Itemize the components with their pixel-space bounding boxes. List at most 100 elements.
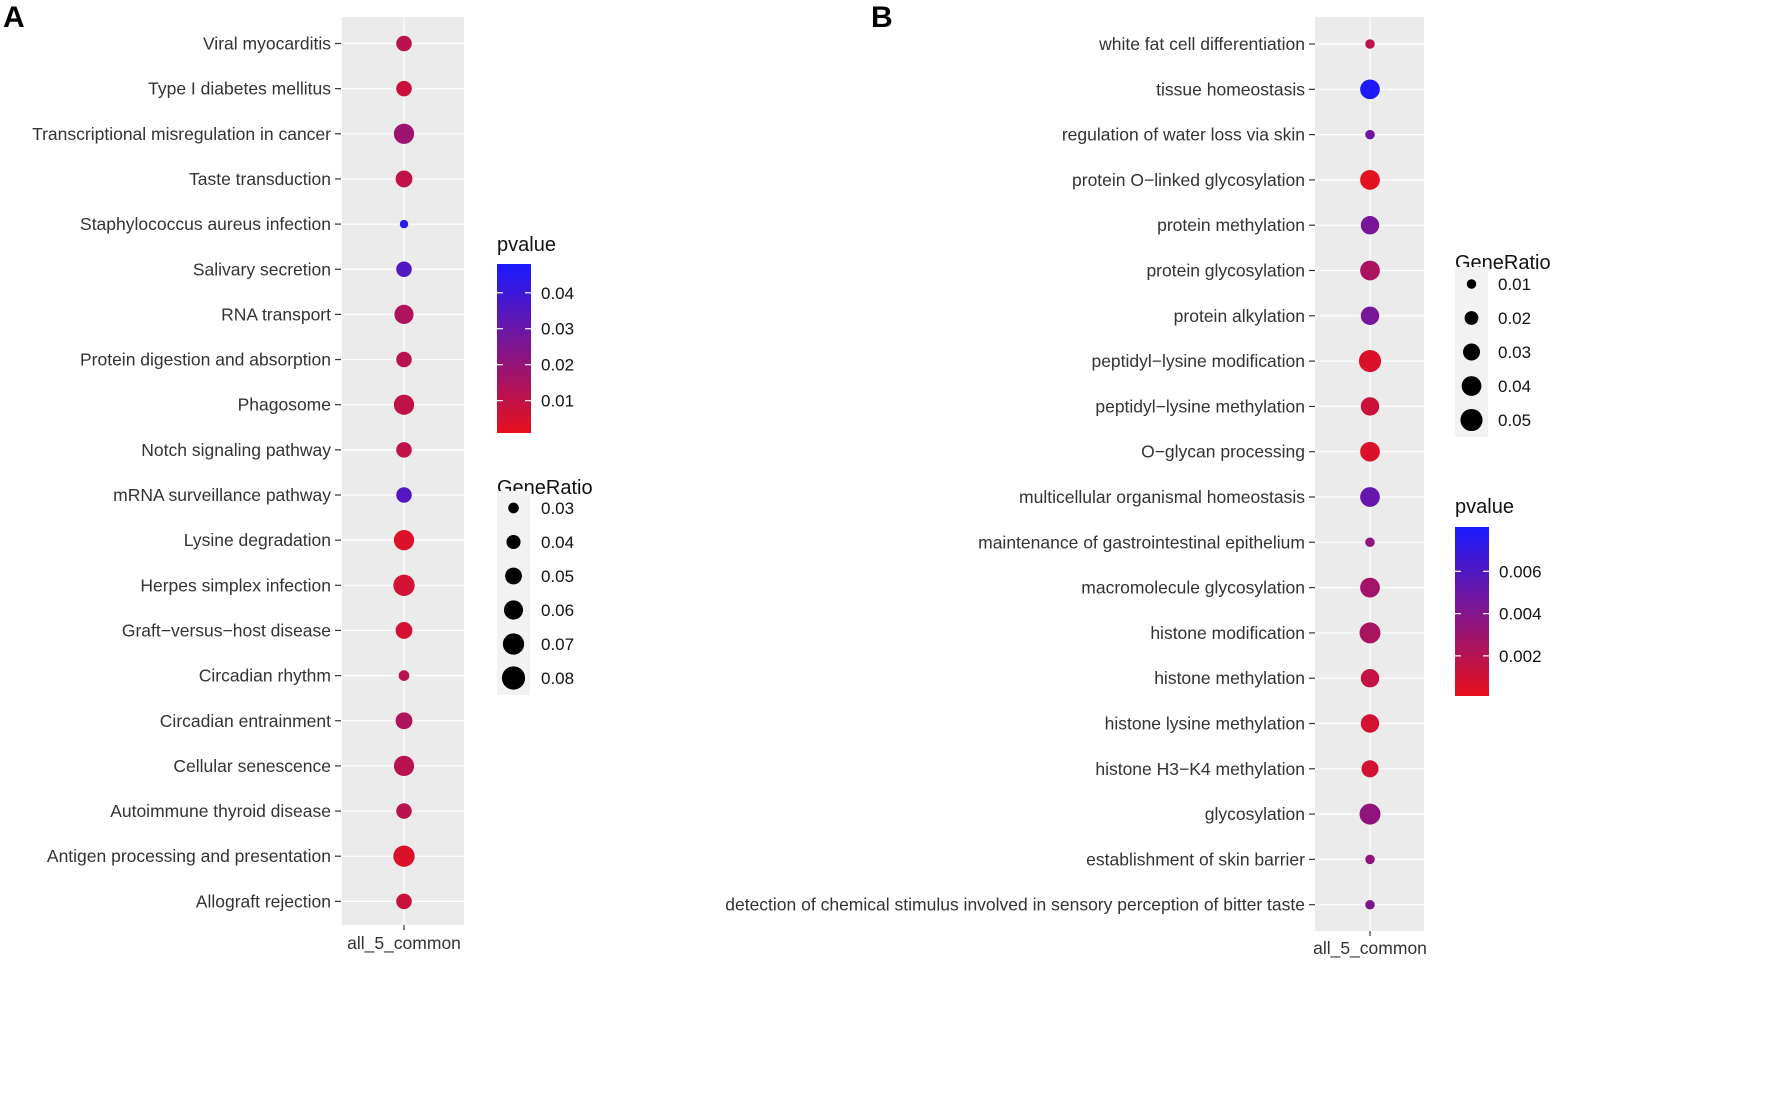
panel-a-point xyxy=(395,712,413,730)
panel-a-point xyxy=(395,170,413,188)
panel-b-term-label: tissue homeostasis xyxy=(1156,79,1305,99)
panel-b-point xyxy=(1360,260,1380,281)
panel-a-point xyxy=(395,622,413,639)
panel-a-colorbar-label: 0.02 xyxy=(541,356,574,375)
panel-b-x-tick-label: all_5_common xyxy=(1313,938,1427,959)
panel-a-point xyxy=(398,670,410,681)
panel-a-size-key-dot xyxy=(501,666,526,690)
panel-a-term-label: Cellular senescence xyxy=(173,756,331,776)
panel-a-point xyxy=(393,755,415,777)
panel-b-point xyxy=(1365,854,1375,865)
panel-b-point xyxy=(1359,803,1381,825)
panel-a-colorbar-label: 0.01 xyxy=(541,392,574,411)
panel-b-size-key-label: 0.03 xyxy=(1498,343,1531,362)
panel-a-term-label: Salivary secretion xyxy=(193,259,331,279)
panel-b: B white fat cell differentiation tissue h… xyxy=(725,1,1550,959)
panel-b-size-key-dot xyxy=(1462,343,1481,361)
panel-a-point xyxy=(393,530,415,551)
panel-b-point xyxy=(1360,397,1380,416)
panel-a-pvalue-colorbar xyxy=(497,264,531,433)
panel-a-point xyxy=(393,123,415,144)
panel-a-point xyxy=(399,219,409,229)
panel-b-label: B xyxy=(871,1,893,34)
panel-b-term-label: protein glycosylation xyxy=(1146,261,1305,281)
panel-b-term-label: multicellular organismal homeostasis xyxy=(1019,487,1305,507)
panel-b-term-label: O−glycan processing xyxy=(1141,442,1305,462)
panel-b-point xyxy=(1360,714,1380,733)
panel-b-term-label: macromolecule glycosylation xyxy=(1081,578,1305,598)
panel-a-size-key-dot xyxy=(502,633,525,655)
panel-b-term-label: histone H3−K4 methylation xyxy=(1095,759,1305,779)
panel-b-term-label: regulation of water loss via skin xyxy=(1062,125,1305,145)
panel-b-point xyxy=(1360,577,1380,598)
panel-b-size-key-dot xyxy=(1464,311,1479,325)
panel-a-term-label: Antigen processing and presentation xyxy=(47,846,331,866)
panel-b-point xyxy=(1360,79,1380,100)
panel-b-size-key-dot xyxy=(1461,376,1482,396)
panel-b-term-label: histone methylation xyxy=(1154,668,1305,688)
panel-a-colorbar-label: 0.03 xyxy=(541,320,574,339)
panel-b-term-label: establishment of skin barrier xyxy=(1086,849,1305,869)
panel-b-point xyxy=(1360,487,1380,507)
panel-a-point xyxy=(393,394,415,415)
panel-b-term-label: histone modification xyxy=(1150,623,1305,643)
panel-b-point xyxy=(1360,170,1380,190)
panel-a-term-label: Autoimmune thyroid disease xyxy=(110,801,331,821)
panel-b-point xyxy=(1360,668,1380,688)
panel-a-point xyxy=(396,893,412,910)
panel-a-term-label: Taste transduction xyxy=(189,169,331,189)
panel-a-term-label: Graft−versus−host disease xyxy=(122,620,331,640)
panel-b-point xyxy=(1358,350,1382,373)
panel-b-size-key-label: 0.02 xyxy=(1498,309,1531,328)
panel-a-size-key-dot xyxy=(503,600,524,620)
panel-a-size-key-label: 0.08 xyxy=(541,669,574,688)
panel-a-point xyxy=(396,803,412,819)
panel-b-term-label: protein O−linked glycosylation xyxy=(1072,170,1305,190)
panel-b-term-label: glycosylation xyxy=(1205,804,1305,824)
panel-a-point xyxy=(396,35,412,52)
panel-a-term-label: Lysine degradation xyxy=(184,530,331,550)
panel-a-term-label: Allograft rejection xyxy=(196,891,331,911)
panel-b-term-label: protein alkylation xyxy=(1174,306,1305,326)
panel-a-point xyxy=(396,442,412,458)
panel-a: A Viral myocarditis Type I diabetes melli… xyxy=(3,1,593,954)
panel-b-point xyxy=(1360,306,1380,326)
panel-a-point xyxy=(396,261,412,278)
panel-a-label: A xyxy=(3,1,25,34)
panel-a-term-label: Type I diabetes mellitus xyxy=(148,79,331,99)
panel-a-point xyxy=(394,304,414,324)
panel-b-size-key-dot xyxy=(1466,279,1477,289)
panel-b-term-label: peptidyl−lysine methylation xyxy=(1095,396,1305,416)
panel-a-term-label: RNA transport xyxy=(221,304,331,324)
panel-a-term-label: Circadian entrainment xyxy=(160,711,331,731)
panel-b-size-key-dot xyxy=(1460,408,1483,432)
panel-b-point xyxy=(1359,622,1381,644)
panel-b-point xyxy=(1365,39,1375,49)
panel-b-point xyxy=(1365,537,1375,548)
panel-a-term-label: Protein digestion and absorption xyxy=(80,350,331,370)
panel-a-term-label: mRNA surveillance pathway xyxy=(113,485,331,505)
panel-a-colorbar-label: 0.04 xyxy=(541,284,574,303)
panel-b-term-label: protein methylation xyxy=(1157,215,1305,235)
panel-b-size-key-label: 0.04 xyxy=(1498,377,1531,396)
panel-a-size-key-label: 0.04 xyxy=(541,533,574,552)
panel-a-size-key-dot xyxy=(505,567,522,585)
panel-b-point xyxy=(1360,215,1380,235)
panel-b-colorbar-label: 0.002 xyxy=(1499,647,1542,666)
panel-b-colorbar-label: 0.006 xyxy=(1499,562,1542,581)
panel-b-term-label: histone lysine methylation xyxy=(1105,714,1305,734)
panel-a-point xyxy=(393,574,415,596)
panel-b-point xyxy=(1365,899,1375,910)
panel-a-pvalue-legend-title: pvalue xyxy=(497,234,556,256)
panel-a-size-key-label: 0.07 xyxy=(541,635,574,654)
panel-a-size-key-dot xyxy=(508,502,519,514)
panel-b-size-key-label: 0.05 xyxy=(1498,411,1531,430)
panel-a-term-label: Viral myocarditis xyxy=(203,34,331,54)
panel-a-point xyxy=(396,351,412,368)
panel-b-term-label: detection of chemical stimulus involved … xyxy=(725,895,1305,915)
panel-b-colorbar-label: 0.004 xyxy=(1499,605,1542,624)
panel-b-size-key-label: 0.01 xyxy=(1498,275,1531,294)
panel-a-size-key-dot xyxy=(506,534,521,550)
panel-b-pvalue-legend-title: pvalue xyxy=(1455,496,1514,518)
